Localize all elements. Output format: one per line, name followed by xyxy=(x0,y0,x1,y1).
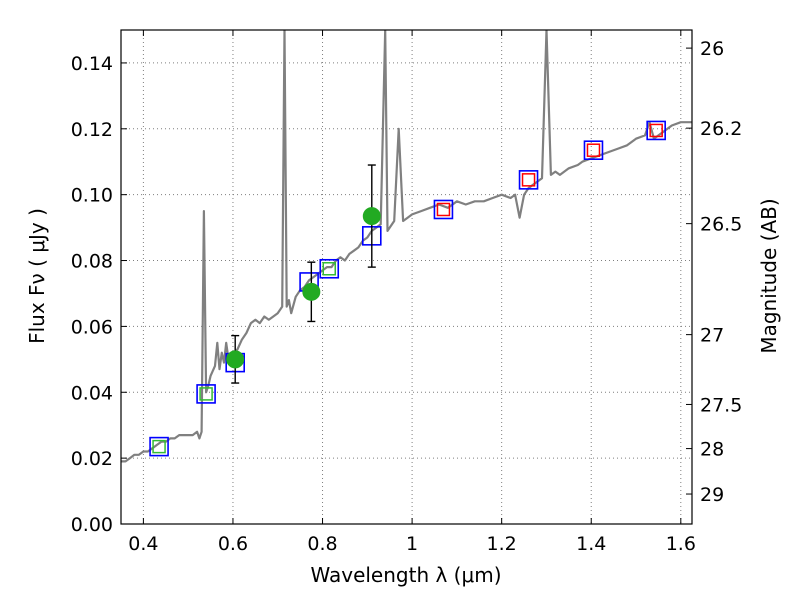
model-inner-red-box xyxy=(649,123,663,138)
y-right-axis-label: Magnitude (AB) xyxy=(757,198,781,353)
y-right-tick-label: 28 xyxy=(700,439,724,461)
model-inner-red-box xyxy=(521,173,536,187)
ticks: 0.4 0.6 0.8 1 1.2 1.4 1.6 0.00 0.02 0.04 0.06 0.08 0… xyxy=(71,30,742,555)
x-tick-label: 1.6 xyxy=(666,533,696,555)
y-right-tick-label: 27.5 xyxy=(700,394,742,416)
y-tick-label: 0.12 xyxy=(71,119,113,141)
x-tick-label: 0.4 xyxy=(128,533,158,555)
y-tick-label: 0.06 xyxy=(71,316,113,338)
x-axis-label: Wavelength λ (μm) xyxy=(310,563,501,587)
observed-point xyxy=(362,207,381,226)
y-right-tick-label: 26.5 xyxy=(700,214,742,236)
y-tick-label: 0.04 xyxy=(71,382,113,404)
plot-frame xyxy=(120,29,693,525)
observed-point xyxy=(302,282,321,301)
spectrum-line xyxy=(121,30,692,463)
model-box xyxy=(319,258,340,279)
model-box xyxy=(583,140,604,161)
markers-layer xyxy=(149,120,666,457)
x-tick-label: 1.4 xyxy=(576,533,606,555)
model-box xyxy=(196,384,216,404)
model-box xyxy=(149,436,169,457)
model-box xyxy=(518,170,539,190)
model-box xyxy=(646,120,666,141)
model-inner-red-box xyxy=(586,143,601,157)
y-tick-label: 0.02 xyxy=(71,448,113,470)
y-tick-label: 0.10 xyxy=(71,185,113,207)
grid-lines xyxy=(121,30,692,525)
y-right-tick-label: 27 xyxy=(700,325,724,347)
model-inner-green-box xyxy=(199,387,213,401)
y-tick-label: 0.00 xyxy=(71,514,113,536)
y-right-tick-label: 26.2 xyxy=(700,118,742,140)
model-box xyxy=(433,199,454,220)
model-inner-green-box xyxy=(322,262,336,276)
x-tick-label: 1 xyxy=(406,533,418,555)
spectrum-layer xyxy=(121,30,692,463)
y-tick-label: 0.14 xyxy=(71,53,113,75)
y-tick-label: 0.08 xyxy=(71,251,113,273)
y-axis-label: Flux Fν ( μJy ) xyxy=(25,208,49,344)
observed-point xyxy=(226,350,245,369)
y-right-tick-label: 29 xyxy=(700,484,724,506)
x-tick-label: 0.8 xyxy=(307,533,337,555)
model-inner-green-box xyxy=(152,439,166,454)
x-tick-label: 0.6 xyxy=(218,533,248,555)
x-tick-label: 1.2 xyxy=(487,533,517,555)
model-inner-red-box xyxy=(436,202,451,217)
y-right-tick-label: 26 xyxy=(700,38,724,60)
